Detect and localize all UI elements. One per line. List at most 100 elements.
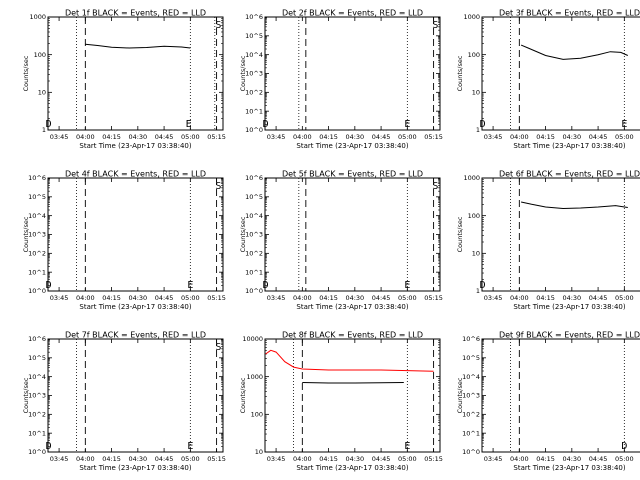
y-tick-label: 10^6 <box>28 174 46 182</box>
y-tick-label: 10^1 <box>28 429 46 437</box>
series-line-lld <box>265 349 434 372</box>
chart-title: Det 4f BLACK = Events, RED = LLD <box>65 170 206 179</box>
x-tick-label: 04:15 <box>319 133 338 141</box>
x-tick-label: 04:45 <box>589 133 608 141</box>
event-marker: S <box>432 181 438 192</box>
chart-panel-1: Det 1f BLACK = Events, RED = LLD 1 10 100 10… <box>22 9 226 151</box>
x-tick-label: 04:15 <box>536 455 555 463</box>
x-tick-label: 05:00 <box>181 133 200 141</box>
x-tick-label: 03:45 <box>484 455 503 463</box>
y-tick-label: 10^0 <box>245 126 263 134</box>
y-tick-label: 1 <box>476 126 480 134</box>
chart-panel-9: Det 9f BLACK = Events, RED = LLD 10^0 10^1… <box>456 331 640 472</box>
y-tick-label: 10^1 <box>245 268 263 276</box>
y-tick-label: 100 <box>468 51 480 59</box>
series-line-events <box>520 44 629 60</box>
x-tick-label: 04:45 <box>372 455 391 463</box>
x-tick-label: 04:30 <box>128 133 147 141</box>
event-marker: D <box>480 280 486 291</box>
y-axis-label: Counts/sec <box>22 377 30 413</box>
x-tick-label: 05:00 <box>181 455 200 463</box>
event-marker: D <box>480 119 486 130</box>
x-tick-label: 04:15 <box>319 455 338 463</box>
y-tick-label: 10^1 <box>28 268 46 276</box>
y-axis-label: Counts/sec <box>239 377 247 413</box>
chart-title: Det 1f BLACK = Events, RED = LLD <box>65 9 206 18</box>
x-axis-label: Start Time (23-Apr-17 03:38:40) <box>513 142 625 150</box>
plot-frame <box>264 338 441 453</box>
x-tick-label: 04:15 <box>102 294 121 302</box>
x-tick-label: 03:45 <box>484 294 503 302</box>
event-marker: D <box>46 441 52 452</box>
y-tick-label: 10 <box>472 89 480 97</box>
chart-panel-2: Det 2f BLACK = Events, RED = LLD 10^0 10^1… <box>239 9 443 151</box>
x-tick-label: 05:15 <box>424 133 443 141</box>
event-marker: S <box>215 20 221 31</box>
y-tick-label: 10^0 <box>245 287 263 295</box>
y-tick-label: 10^6 <box>28 335 46 343</box>
x-tick-label: 03:45 <box>484 133 503 141</box>
x-axis-label: Start Time (23-Apr-17 03:38:40) <box>296 142 408 150</box>
y-tick-label: 10^3 <box>245 231 263 239</box>
event-marker: S <box>215 342 221 353</box>
y-tick-label: 10^2 <box>28 411 46 419</box>
x-tick-label: 04:15 <box>102 133 121 141</box>
chart-title: Det 3f BLACK = Events, RED = LLD <box>499 9 640 18</box>
event-marker: E <box>621 119 627 130</box>
event-marker: D <box>46 280 52 291</box>
y-tick-label: 1 <box>42 126 46 134</box>
x-axis-label: Start Time (23-Apr-17 03:38:40) <box>79 303 191 311</box>
y-tick-label: 100 <box>251 411 263 419</box>
event-marker: E <box>187 441 193 452</box>
x-tick-label: 04:00 <box>293 455 312 463</box>
y-tick-label: 10^5 <box>245 32 263 40</box>
x-axis-label: Start Time (23-Apr-17 03:38:40) <box>79 142 191 150</box>
y-tick-label: 10 <box>255 448 263 456</box>
y-tick-label: 1000 <box>463 174 480 182</box>
y-tick-label: 1 <box>476 287 480 295</box>
x-tick-label: 04:30 <box>345 455 364 463</box>
x-tick-label: 03:45 <box>50 133 69 141</box>
plot-frame <box>481 16 640 131</box>
chart-title: Det 7f BLACK = Events, RED = LLD <box>65 331 206 340</box>
chart-panel-4: Det 4f BLACK = Events, RED = LLD 10^0 10^1… <box>22 170 226 312</box>
y-tick-label: 10^3 <box>245 70 263 78</box>
y-tick-label: 10^4 <box>462 373 480 381</box>
x-tick-label: 03:45 <box>50 294 69 302</box>
x-tick-label: 04:30 <box>128 455 147 463</box>
y-tick-label: 10^4 <box>28 212 46 220</box>
x-tick-label: 05:15 <box>207 133 226 141</box>
plot-frame <box>264 177 441 292</box>
plot-frame <box>47 16 224 131</box>
event-marker: E <box>187 280 193 291</box>
y-tick-label: 10^4 <box>245 212 263 220</box>
chart-title: Det 6f BLACK = Events, RED = LLD <box>499 170 640 179</box>
plot-frame <box>47 338 224 453</box>
y-tick-label: 10^0 <box>28 287 46 295</box>
chart-panel-5: Det 5f BLACK = Events, RED = LLD 10^0 10^1… <box>239 170 443 312</box>
x-axis-label: Start Time (23-Apr-17 03:38:40) <box>296 303 408 311</box>
x-tick-label: 05:00 <box>398 133 417 141</box>
event-marker: E <box>404 119 410 130</box>
y-tick-label: 10^6 <box>245 174 263 182</box>
y-axis-label: Counts/sec <box>456 216 464 252</box>
x-tick-label: 04:30 <box>562 133 581 141</box>
x-axis-label: Start Time (23-Apr-17 03:38:40) <box>296 464 408 472</box>
event-marker: D <box>263 119 269 130</box>
y-tick-label: 10^3 <box>28 392 46 400</box>
x-tick-label: 04:30 <box>128 294 147 302</box>
y-axis-label: Counts/sec <box>22 216 30 252</box>
event-marker: S <box>215 181 221 192</box>
event-marker: E <box>404 441 410 452</box>
y-tick-label: 10^5 <box>28 193 46 201</box>
y-tick-label: 10^2 <box>28 250 46 258</box>
y-tick-label: 10^4 <box>28 373 46 381</box>
series-line-events <box>85 43 191 49</box>
y-tick-label: 1000 <box>29 13 46 21</box>
y-axis-label: Counts/sec <box>22 55 30 91</box>
x-tick-label: 04:45 <box>589 294 608 302</box>
plot-frame <box>264 16 441 131</box>
y-axis-label: Counts/sec <box>239 216 247 252</box>
y-tick-label: 10^6 <box>245 13 263 21</box>
x-tick-label: 05:15 <box>207 455 226 463</box>
